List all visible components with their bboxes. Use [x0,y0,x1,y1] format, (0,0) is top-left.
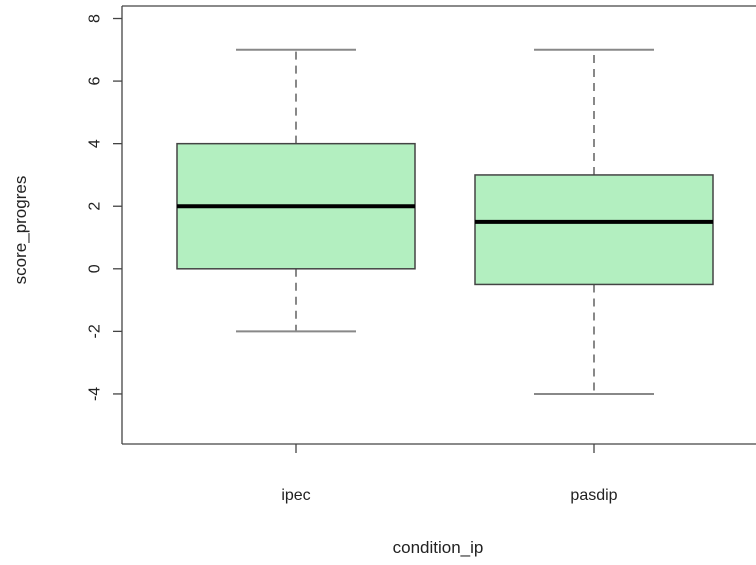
y-tick-label: 8 [87,14,104,23]
y-tick-label: 4 [87,139,104,148]
y-tick-label: -4 [87,387,104,401]
x-axis-label: condition_ip [393,538,484,557]
box-iqr [474,174,714,286]
y-tick-label: 6 [87,77,104,86]
y-tick-label: 0 [87,264,104,273]
box-ipec [176,48,416,333]
y-tick-label: 2 [87,202,104,211]
x-tick-label-ipec: ipec [281,487,310,504]
x-tick-label-pasdip: pasdip [570,487,617,504]
y-axis-label: score_progres [11,176,30,285]
box-pasdip [474,48,714,395]
y-tick-label: -2 [87,324,104,338]
